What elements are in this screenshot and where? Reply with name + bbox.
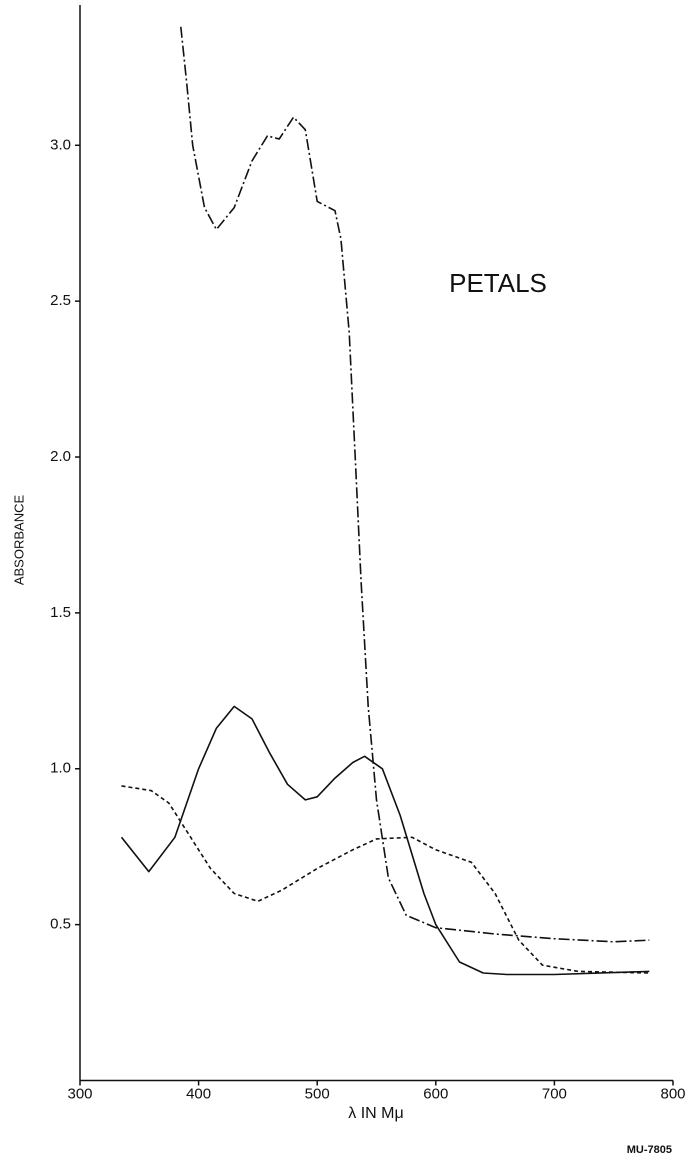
x-tick-label: 600 bbox=[423, 1085, 448, 1102]
x-tick-label: 400 bbox=[186, 1085, 211, 1102]
y-tick-label: 1.5 bbox=[50, 604, 71, 621]
y-tick-label: 2.0 bbox=[50, 448, 71, 465]
y-tick-label: 1.0 bbox=[50, 760, 71, 777]
y-tick-label: 2.5 bbox=[50, 292, 71, 309]
x-tick-label: 800 bbox=[660, 1085, 685, 1102]
y-tick-label: 3.0 bbox=[50, 136, 71, 153]
annotation: PETALS bbox=[449, 268, 547, 298]
series-line bbox=[121, 785, 650, 974]
x-axis-label: λ IN Mμ bbox=[348, 1105, 403, 1122]
y-axis-label: ABSORBANCE bbox=[11, 495, 26, 586]
x-tick-label: 500 bbox=[305, 1085, 330, 1102]
x-tick-label: 700 bbox=[542, 1085, 567, 1102]
x-tick-label: 300 bbox=[67, 1085, 92, 1102]
series-line bbox=[120, 705, 650, 976]
series-line bbox=[180, 26, 650, 943]
annotation: MU-7805 bbox=[627, 1144, 672, 1156]
y-tick-label: 0.5 bbox=[50, 916, 71, 933]
